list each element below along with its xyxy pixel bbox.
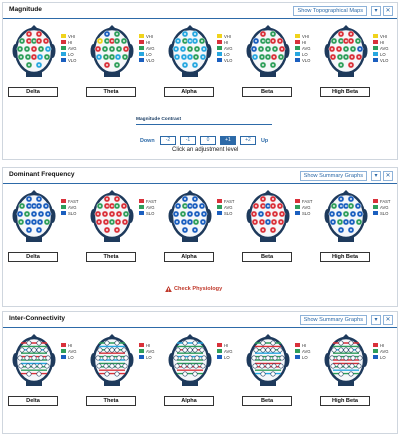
band-label[interactable]: High Beta xyxy=(320,87,370,97)
head-map-icon[interactable] xyxy=(246,190,290,246)
band-label[interactable]: Delta xyxy=(8,252,58,262)
band-label[interactable]: Theta xyxy=(86,87,136,97)
legend: VHI HI AVG LO VLO xyxy=(295,33,311,63)
legend: HI AVG LO xyxy=(61,342,77,360)
band-label[interactable]: Alpha xyxy=(164,87,214,97)
head-map-icon[interactable] xyxy=(12,190,56,246)
warning-icon xyxy=(165,286,172,292)
head-map-icon[interactable] xyxy=(168,190,212,246)
head-map-icon[interactable] xyxy=(168,334,212,390)
legend: VHI HI AVG LO VLO xyxy=(139,33,155,63)
connectivity-title: Inter-Connectivity xyxy=(9,315,66,322)
legend: VHI HI AVG LO VLO xyxy=(61,33,77,63)
contrast-level-0[interactable]: 0 xyxy=(200,136,216,145)
dominant-header: Dominant Frequency Show Summary Graphs ▾… xyxy=(3,168,397,184)
head-map-icon[interactable] xyxy=(246,334,290,390)
head-map-icon[interactable] xyxy=(12,25,56,81)
contrast-level-minus1[interactable]: -1 xyxy=(180,136,196,145)
check-physiology-link[interactable]: Check Physiology xyxy=(165,286,222,292)
legend: VHI HI AVG LO VLO xyxy=(373,33,389,63)
show-summary-graphs-button[interactable]: Show Summary Graphs xyxy=(299,315,367,325)
head-map-icon[interactable] xyxy=(246,25,290,81)
divider xyxy=(136,124,272,125)
legend: FAST AVG SLO xyxy=(373,198,390,216)
head-map-icon[interactable] xyxy=(324,25,368,81)
magnitude-contrast: Magnitude Contrast Down -2 -1 0 +1 +2 Up… xyxy=(3,117,397,157)
head-map-icon[interactable] xyxy=(90,190,134,246)
collapse-icon[interactable]: ▾ xyxy=(371,171,381,181)
band-label[interactable]: High Beta xyxy=(320,396,370,406)
band-label[interactable]: Alpha xyxy=(164,396,214,406)
contrast-level-plus1[interactable]: +1 xyxy=(220,136,236,145)
legend: HI AVG LO xyxy=(139,342,155,360)
inter-connectivity-panel: Inter-Connectivity Show Summary Graphs ▾… xyxy=(2,311,398,434)
band-label[interactable]: Beta xyxy=(242,252,292,262)
close-icon[interactable]: ✕ xyxy=(383,6,393,16)
magnitude-header: Magnitude Show Topographical Maps ▾ ✕ xyxy=(3,3,397,19)
collapse-icon[interactable]: ▾ xyxy=(371,315,381,325)
band-label[interactable]: High Beta xyxy=(320,252,370,262)
show-topographical-maps-button[interactable]: Show Topographical Maps xyxy=(293,6,367,16)
dominant-title: Dominant Frequency xyxy=(9,171,75,178)
legend: HI AVG LO xyxy=(217,342,233,360)
close-icon[interactable]: ✕ xyxy=(383,171,393,181)
collapse-icon[interactable]: ▾ xyxy=(371,6,381,16)
check-physiology-label: Check Physiology xyxy=(174,286,223,292)
dominant-frequency-panel: Dominant Frequency Show Summary Graphs ▾… xyxy=(2,167,398,307)
band-label[interactable]: Delta xyxy=(8,396,58,406)
head-map-icon[interactable] xyxy=(168,25,212,81)
show-summary-graphs-button[interactable]: Show Summary Graphs xyxy=(299,171,367,181)
contrast-title: Magnitude Contrast xyxy=(136,117,182,122)
band-label[interactable]: Delta xyxy=(8,87,58,97)
band-label[interactable]: Theta xyxy=(86,396,136,406)
contrast-level-minus2[interactable]: -2 xyxy=(160,136,176,145)
head-map-icon[interactable] xyxy=(324,334,368,390)
magnitude-title: Magnitude xyxy=(9,6,42,13)
head-map-icon[interactable] xyxy=(12,334,56,390)
contrast-down-label: Down xyxy=(140,138,155,144)
band-label[interactable]: Alpha xyxy=(164,252,214,262)
magnitude-panel: Magnitude Show Topographical Maps ▾ ✕ VH… xyxy=(2,2,398,160)
contrast-up-label: Up xyxy=(261,138,269,144)
legend: HI AVG LO xyxy=(373,342,389,360)
connectivity-header: Inter-Connectivity Show Summary Graphs ▾… xyxy=(3,312,397,328)
band-label[interactable]: Beta xyxy=(242,396,292,406)
band-label[interactable]: Theta xyxy=(86,252,136,262)
close-icon[interactable]: ✕ xyxy=(383,315,393,325)
contrast-level-plus2[interactable]: +2 xyxy=(240,136,256,145)
head-map-icon[interactable] xyxy=(324,190,368,246)
head-map-icon[interactable] xyxy=(90,25,134,81)
legend: FAST AVG SLO xyxy=(139,198,156,216)
legend: FAST AVG SLO xyxy=(295,198,312,216)
legend: FAST AVG SLO xyxy=(61,198,78,216)
band-label[interactable]: Beta xyxy=(242,87,292,97)
contrast-note: Click an adjustment level xyxy=(172,147,239,153)
legend: VHI HI AVG LO VLO xyxy=(217,33,233,63)
legend: FAST AVG SLO xyxy=(217,198,234,216)
legend: HI AVG LO xyxy=(295,342,311,360)
head-map-icon[interactable] xyxy=(90,334,134,390)
